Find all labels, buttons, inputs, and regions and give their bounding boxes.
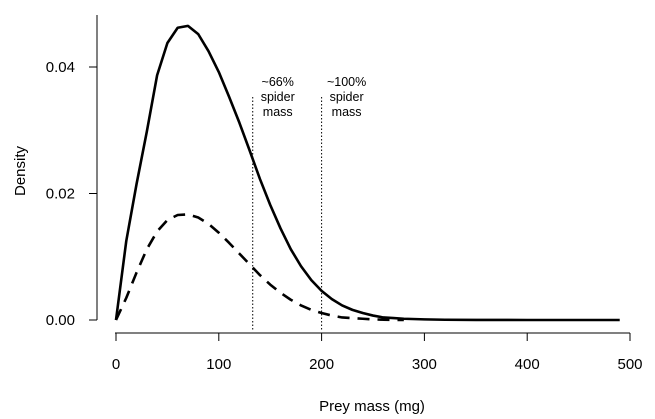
series-lines bbox=[114, 24, 620, 322]
y-axis-ticks: 0.00 0.02 0.04 bbox=[46, 59, 97, 329]
y-tick-label: 0.02 bbox=[46, 186, 75, 203]
x-axis-title: Prey mass (mg) bbox=[319, 398, 425, 415]
annotation-label: spider bbox=[330, 90, 364, 104]
x-tick-label: 400 bbox=[515, 356, 540, 373]
dashed-density-line bbox=[114, 213, 404, 322]
y-axis-title: Density bbox=[12, 145, 29, 196]
x-tick-label: 200 bbox=[309, 356, 334, 373]
solid-density-line bbox=[114, 24, 620, 322]
y-tick-label: 0.00 bbox=[46, 312, 75, 329]
y-tick-label: 0.04 bbox=[46, 59, 75, 76]
annotation-label: ~100% bbox=[327, 75, 366, 89]
x-tick-label: 0 bbox=[112, 356, 120, 373]
x-tick-label: 500 bbox=[617, 356, 642, 373]
axes bbox=[96, 15, 630, 334]
annotation-label: spider bbox=[261, 90, 295, 104]
annotation-label: mass bbox=[263, 105, 293, 119]
annotation-label: ~66% bbox=[262, 75, 294, 89]
x-tick-label: 100 bbox=[206, 356, 231, 373]
annotation-label: mass bbox=[332, 105, 362, 119]
x-tick-label: 300 bbox=[412, 356, 437, 373]
x-axis-ticks: 0 100 200 300 400 500 bbox=[112, 333, 643, 373]
